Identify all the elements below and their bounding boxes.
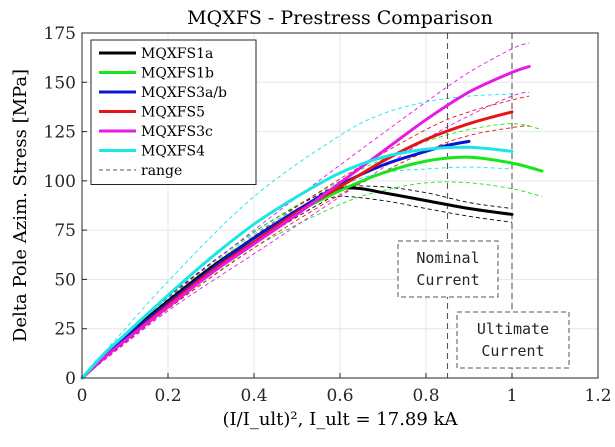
y-tick-label: 0: [65, 369, 76, 389]
y-tick-label: 25: [54, 320, 76, 340]
range-line: [81, 42, 530, 379]
x-tick-label: 0.4: [240, 386, 267, 406]
series-line: [80, 65, 531, 380]
tick-layer: 0 0.2 0.4 0.6 0.8 1 1.2 0 25 50 75 100 125 150 175: [44, 24, 612, 406]
series-line: [80, 145, 514, 380]
legend-label: MQXFS3a/b: [141, 85, 227, 101]
legend-label: range: [141, 163, 182, 179]
range-line: [81, 196, 513, 379]
annotation-text: Current: [416, 271, 479, 289]
y-tick-label: 50: [54, 270, 76, 290]
x-tick-label: 0.6: [326, 386, 353, 406]
legend-label: MQXFS4: [141, 144, 205, 160]
x-tick-label: 0: [77, 386, 88, 406]
y-tick-label: 75: [54, 221, 76, 241]
legend-label: MQXFS1a: [141, 46, 213, 62]
annotation-box: [456, 311, 570, 369]
range-line: [81, 125, 530, 379]
x-tick-label: 0.2: [154, 386, 181, 406]
y-tick-label: 125: [44, 123, 76, 143]
legend-label: MQXFS1b: [141, 66, 214, 82]
chart-title: MQXFS - Prestress Comparison: [187, 7, 493, 29]
annotation-text: Nominal: [416, 249, 479, 267]
annotation-layer: Nominal Current Ultimate Current: [397, 240, 570, 369]
y-tick-label: 100: [44, 172, 76, 192]
range-line: [81, 93, 513, 379]
legend-label: MQXFS5: [141, 105, 205, 121]
x-tick-label: 0.8: [412, 386, 439, 406]
y-axis-label: Delta Pole Azim. Stress [MPa]: [10, 69, 31, 342]
annotation-text: Ultimate: [477, 320, 549, 338]
legend-label: MQXFS3c: [141, 124, 213, 140]
series-layer: [80, 65, 544, 380]
y-tick-label: 150: [44, 73, 76, 93]
y-tick-label: 175: [44, 24, 76, 44]
annotation-text: Current: [481, 342, 544, 360]
x-tick-label: 1: [507, 386, 518, 406]
x-tick-label: 1.2: [584, 386, 611, 406]
x-axis-label: (I/I_ult)², I_ult = 17.89 kA: [223, 409, 459, 430]
annotation-box: [397, 240, 499, 298]
legend: MQXFS1a MQXFS1b MQXFS3a/b MQXFS5 MQXFS3c MQXF…: [90, 39, 257, 185]
range-line: [81, 91, 530, 379]
